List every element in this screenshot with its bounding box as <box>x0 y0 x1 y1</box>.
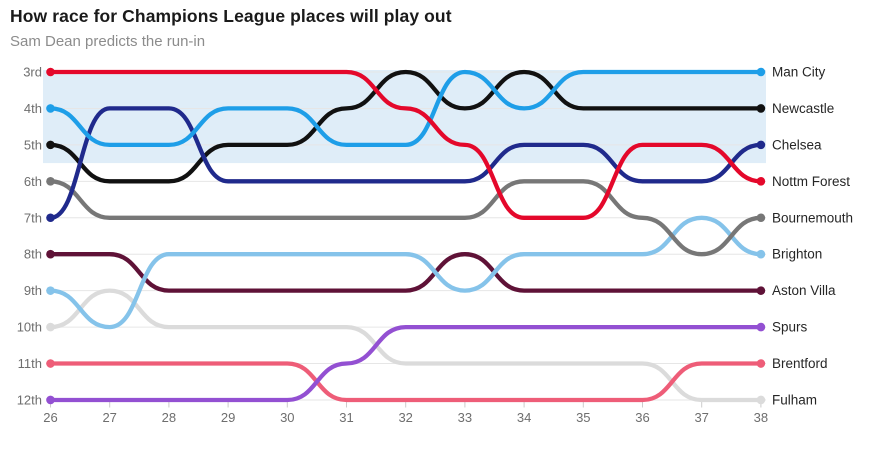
series-label-aston-villa: Aston Villa <box>772 283 836 298</box>
y-axis-label: 12th <box>17 392 42 407</box>
y-axis-label: 3rd <box>23 65 42 80</box>
series-end-dot-fulham <box>756 395 766 405</box>
series-line-brighton <box>48 215 764 330</box>
series-end-dot-brighton <box>756 249 766 259</box>
series-line-nottm-forest <box>48 69 764 220</box>
x-axis-label: 34 <box>517 410 531 425</box>
series-label-spurs: Spurs <box>772 320 808 335</box>
x-axis-label: 33 <box>458 410 472 425</box>
series-label-bournemouth: Bournemouth <box>772 210 853 225</box>
series-start-dot-newcastle <box>46 140 55 150</box>
series-end-dot-newcastle <box>756 104 766 113</box>
series-start-dot-bournemouth <box>46 177 55 186</box>
series-label-brentford: Brentford <box>772 356 828 371</box>
series-start-dot-spurs <box>46 395 55 405</box>
series-start-dot-nottm-forest <box>46 67 55 77</box>
series-label-brighton: Brighton <box>772 247 822 262</box>
y-axis-label: 5th <box>24 137 42 152</box>
series-line-spurs <box>48 324 764 403</box>
series-end-dot-man-city <box>756 67 766 77</box>
page-subtitle: Sam Dean predicts the run-in <box>10 33 206 50</box>
series-line-aston-villa <box>48 252 764 293</box>
series-start-dot-man-city <box>46 104 55 113</box>
series-label-fulham: Fulham <box>772 392 817 407</box>
x-axis-label: 36 <box>635 410 649 425</box>
series-end-dot-chelsea <box>756 140 766 150</box>
y-axis-label: 7th <box>24 210 42 225</box>
y-axis-label: 10th <box>17 320 42 335</box>
x-axis-label: 38 <box>754 410 768 425</box>
series-line-chelsea <box>48 106 764 220</box>
x-axis-label: 35 <box>576 410 590 425</box>
series-start-dot-fulham <box>46 322 55 332</box>
series-line-man-city <box>48 69 764 148</box>
y-axis-label: 9th <box>24 283 42 298</box>
series-end-dot-brentford <box>756 359 766 368</box>
x-axis-label: 32 <box>398 410 412 425</box>
x-axis-label: 31 <box>339 410 353 425</box>
series-end-dot-spurs <box>756 322 766 332</box>
x-axis-label: 30 <box>280 410 294 425</box>
series-end-dot-bournemouth <box>756 213 766 223</box>
x-axis-label: 26 <box>43 410 57 425</box>
series-label-nottm-forest: Nottm Forest <box>772 174 850 189</box>
series-line-bournemouth <box>48 179 764 257</box>
highlight-band-top5-zone <box>43 70 766 164</box>
page-title: How race for Champions League places wil… <box>10 6 452 26</box>
x-axis-label: 27 <box>102 410 116 425</box>
y-axis-label: 11th <box>18 356 42 371</box>
series-label-newcastle: Newcastle <box>772 101 834 116</box>
series-end-dot-aston-villa <box>756 286 766 295</box>
x-axis-label: 28 <box>162 410 176 425</box>
y-axis-label: 6th <box>24 174 42 189</box>
series-start-dot-brighton <box>46 286 55 295</box>
series-line-brentford <box>48 361 764 403</box>
series-line-fulham <box>48 288 764 403</box>
x-axis-label: 29 <box>221 410 235 425</box>
series-end-dot-nottm-forest <box>756 177 766 186</box>
series-label-man-city: Man City <box>772 65 826 80</box>
series-start-dot-chelsea <box>46 213 55 223</box>
series-start-dot-brentford <box>46 359 55 368</box>
x-axis-label: 37 <box>694 410 708 425</box>
series-label-chelsea: Chelsea <box>772 137 822 152</box>
series-start-dot-aston-villa <box>46 249 55 259</box>
series-line-newcastle <box>48 69 764 184</box>
y-axis-label: 4th <box>24 101 42 116</box>
y-axis-label: 8th <box>24 247 42 262</box>
